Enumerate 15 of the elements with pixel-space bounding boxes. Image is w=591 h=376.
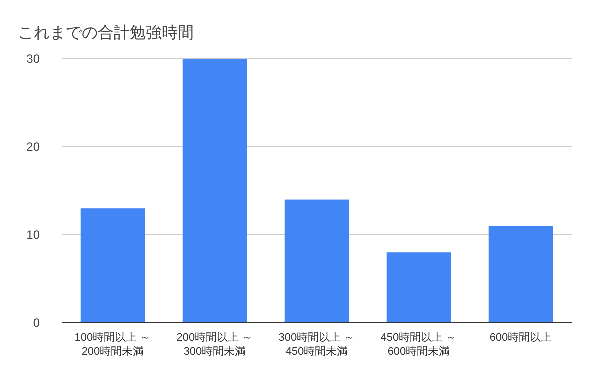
bar (386, 252, 452, 323)
x-tick-label: 300時間以上 ～ 450時間未満 (278, 331, 356, 358)
bar (284, 200, 350, 323)
y-tick-label: 30 (26, 52, 40, 66)
x-tick-label: 200時間以上 ～ 300時間未満 (176, 331, 254, 358)
bar (182, 59, 248, 323)
x-tick-label: 450時間以上 ～ 600時間未満 (380, 331, 458, 358)
chart-title: これまでの合計勉強時間 (18, 24, 194, 42)
y-tick-label: 20 (26, 140, 40, 154)
bar (80, 208, 146, 323)
y-tick-label: 10 (26, 228, 40, 242)
x-tick-label: 100時間以上 ～ 200時間未満 (74, 331, 152, 358)
y-tick-label: 0 (33, 316, 40, 330)
bar (488, 226, 554, 323)
x-tick-label: 600時間以上 (490, 331, 552, 344)
